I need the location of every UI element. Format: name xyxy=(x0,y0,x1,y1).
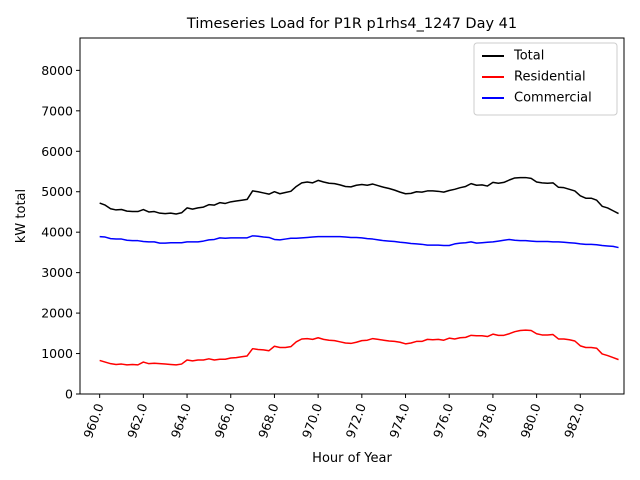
x-axis: 960.0 962.0 964.0 966.0 968.0 970.0 972.0 974.0… xyxy=(80,394,587,440)
x-tick-label: 962.0 xyxy=(124,401,150,440)
legend-label-residential: Residential xyxy=(514,70,586,85)
legend-label-total: Total xyxy=(513,49,544,64)
series-layer xyxy=(99,176,619,366)
x-tick-label: 964.0 xyxy=(168,401,194,440)
chart-title: Timeseries Load for P1R p1rhs4_1247 Day … xyxy=(186,16,517,32)
y-axis: 0 1000 2000 3000 4000 5000 6000 7000 8000 xyxy=(41,63,80,402)
series-line-residential xyxy=(99,329,619,366)
x-tick-label: 978.0 xyxy=(474,401,500,440)
x-tick-label: 972.0 xyxy=(343,401,369,440)
y-axis-label: kW total xyxy=(14,189,29,243)
x-tick-label: 980.0 xyxy=(517,401,543,440)
x-tick-label: 976.0 xyxy=(430,401,456,440)
x-tick-label: 960.0 xyxy=(80,401,106,440)
y-tick-label: 0 xyxy=(65,387,73,402)
x-tick-label: 968.0 xyxy=(255,401,281,440)
x-tick-label: 982.0 xyxy=(561,401,587,440)
legend-frame xyxy=(473,42,618,116)
y-tick-label: 8000 xyxy=(41,63,73,78)
series-line-total xyxy=(99,176,619,215)
x-tick-label: 974.0 xyxy=(386,401,412,440)
y-tick-label: 5000 xyxy=(41,184,73,199)
legend-items: Total Residential Commercial xyxy=(482,49,592,106)
y-tick-label: 2000 xyxy=(41,306,73,321)
x-tick-label: 966.0 xyxy=(211,401,237,440)
y-tick-label: 6000 xyxy=(41,144,73,159)
series-line-commercial xyxy=(99,235,619,249)
y-tick-label: 3000 xyxy=(41,265,73,280)
x-axis-label: Hour of Year xyxy=(312,451,392,466)
x-tick-label: 970.0 xyxy=(299,401,325,440)
legend: Total Residential Commercial xyxy=(473,42,618,116)
legend-label-commercial: Commercial xyxy=(514,91,592,106)
y-tick-label: 7000 xyxy=(41,103,73,118)
y-tick-label: 1000 xyxy=(41,346,73,361)
y-tick-label: 4000 xyxy=(41,225,73,240)
